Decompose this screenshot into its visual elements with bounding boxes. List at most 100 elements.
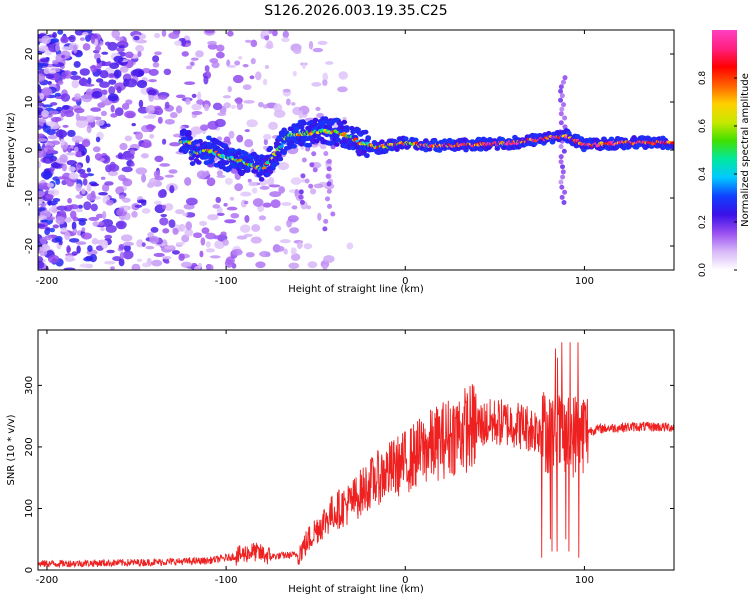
heatmap-tail-cell	[558, 97, 564, 103]
heatmap-tail-cell	[323, 151, 329, 157]
heatmap-noise-cell	[83, 201, 92, 211]
heatmap-noise-cell	[240, 191, 252, 197]
heatmap-tail-cell	[559, 194, 565, 200]
heatmap-noise-cell	[50, 161, 61, 169]
heatmap-noise-cell	[135, 44, 145, 53]
heatmap-noise-cell	[162, 255, 172, 260]
heatmap-noise-cell	[206, 264, 214, 270]
colorbar-label: Normalized spectral amplitude	[740, 73, 750, 227]
heatmap-noise-cell	[259, 251, 271, 258]
heatmap-ridge-cell	[267, 145, 274, 151]
heatmap-tail-cell	[561, 102, 567, 108]
heatmap-noise-cell	[130, 162, 135, 167]
heatmap-tail-cell	[325, 173, 331, 179]
heatmap-noise-cell	[123, 206, 129, 212]
heatmap-noise-cell	[90, 107, 102, 112]
heatmap-noise-cell	[148, 79, 157, 83]
heatmap-noise-cell	[61, 46, 71, 51]
heatmap-noise-cell	[191, 103, 202, 111]
heatmap-noise-cell	[168, 32, 180, 39]
heatmap-noise-cell	[106, 61, 112, 65]
heatmap-noise-cell	[108, 86, 116, 95]
heatmap-noise-cell	[154, 32, 161, 39]
heatmap-ridge-cell	[242, 151, 249, 156]
heatmap-noise-cell	[75, 119, 88, 129]
heatmap-y-tick-label: 0	[24, 147, 35, 153]
heatmap-noise-cell	[113, 69, 122, 79]
heatmap-noise-cell	[164, 260, 170, 264]
heatmap-noise-cell	[271, 30, 278, 37]
heatmap-noise-cell	[124, 110, 136, 119]
snr-y-tick-label: 0	[24, 567, 35, 573]
heatmap-noise-cell	[140, 141, 152, 149]
heatmap-noise-cell	[87, 245, 93, 252]
heatmap-x-axis: -200 -100 0 100	[36, 30, 594, 287]
heatmap-noise-cell	[274, 225, 282, 232]
heatmap-noise-cell	[281, 37, 290, 43]
heatmap-noise-cell	[90, 34, 96, 44]
heatmap-noise-cell	[115, 36, 124, 41]
heatmap-noise-cell	[61, 179, 67, 186]
heatmap-tail-cell	[305, 146, 311, 152]
heatmap-tail-cell	[562, 75, 568, 81]
heatmap-noise-cell	[214, 240, 225, 250]
heatmap-noise-cell	[106, 249, 115, 254]
heatmap-noise-cell	[200, 237, 206, 246]
heatmap-noise-cell	[110, 113, 118, 118]
heatmap-noise-cell	[251, 224, 261, 232]
heatmap-noise-cell	[158, 95, 168, 100]
heatmap-noise-cell	[91, 91, 103, 99]
heatmap-tail-cell	[558, 111, 564, 117]
heatmap-noise-cell	[81, 31, 89, 36]
heatmap-noise-cell	[147, 89, 157, 95]
heatmap-noise-cell	[90, 183, 100, 187]
heatmap-noise-cell	[262, 104, 269, 109]
heatmap-noise-cell	[248, 181, 258, 187]
heatmap-tail-cell	[298, 194, 304, 200]
heatmap-noise-cell	[79, 263, 91, 268]
heatmap-noise-cell	[207, 40, 217, 46]
heatmap-noise-cell	[88, 216, 100, 222]
colorbar-tick-label: 0.4	[698, 167, 708, 182]
heatmap-tail-cell	[560, 169, 566, 175]
heatmap-noise-cell	[122, 250, 134, 260]
heatmap-ridge-cell	[300, 139, 306, 144]
heatmap-noise-cell	[92, 146, 101, 153]
heatmap-noise-cell	[199, 250, 204, 258]
heatmap-noise-cell	[89, 254, 98, 263]
heatmap-noise-cell	[197, 262, 203, 269]
heatmap-noise-cell	[243, 233, 253, 237]
heatmap-noise-cell	[152, 62, 160, 68]
heatmap-noise-cell	[50, 102, 58, 106]
heatmap-noise-cell	[169, 185, 175, 194]
heatmap-noise-cell	[185, 40, 191, 44]
heatmap-noise-cell	[49, 227, 56, 233]
heatmap-noise-cell	[81, 232, 93, 240]
snr-y-tick-label: 100	[24, 499, 35, 518]
heatmap-noise-cell	[200, 124, 209, 131]
heatmap-noise-cell	[100, 227, 105, 232]
heatmap-noise-cell	[216, 206, 223, 215]
heatmap-noise-cell	[164, 101, 170, 109]
heatmap-tail-cell	[559, 106, 565, 112]
heatmap-tail-cell	[561, 148, 567, 154]
heatmap-noise-cell	[45, 194, 54, 199]
heatmap-noise-cell	[178, 223, 186, 232]
heatmap-noise-cell	[290, 247, 297, 255]
heatmap-noise-cell	[157, 116, 163, 124]
heatmap-noise-cell	[204, 103, 210, 112]
heatmap-noise-cell	[237, 56, 243, 60]
heatmap-noise-cell	[308, 40, 314, 50]
heatmap-x-tick-label: 100	[575, 276, 594, 287]
heatmap-noise-cell	[62, 124, 69, 128]
heatmap-noise-cell	[231, 248, 243, 256]
heatmap-noise-cell	[42, 156, 54, 164]
heatmap-ridge-cell	[277, 156, 284, 162]
heatmap-noise-cell	[288, 262, 300, 269]
heatmap-noise-cell	[209, 58, 219, 64]
heatmap-noise-cell	[185, 65, 193, 70]
snr-y-tick-label: 300	[24, 376, 35, 395]
heatmap-noise-cell	[86, 183, 92, 192]
heatmap-noise-cell	[123, 241, 135, 247]
heatmap-noise-cell	[60, 93, 71, 102]
